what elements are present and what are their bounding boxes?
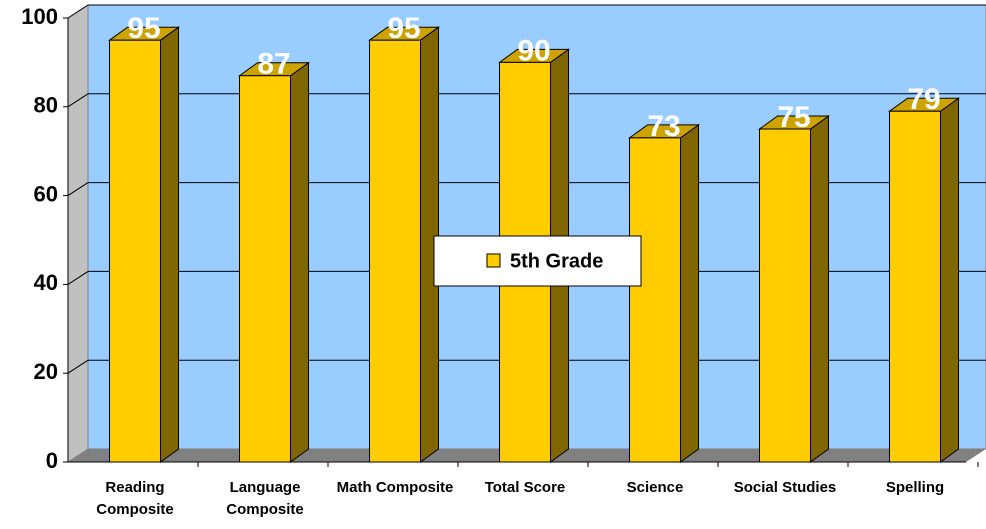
- bar: [239, 75, 291, 463]
- bar-side: [680, 123, 699, 463]
- bar: [369, 39, 421, 463]
- y-tick-label: 80: [34, 93, 58, 118]
- x-tick-label: Social Studies: [733, 479, 837, 496]
- x-tick-label: Math Composite: [336, 479, 454, 496]
- value-label: 90: [517, 34, 550, 67]
- grid-line: [67, 270, 89, 285]
- value-label: 95: [127, 12, 160, 45]
- value-label: 75: [777, 101, 810, 134]
- y-tick-label: 0: [46, 448, 58, 473]
- legend-label: 5th Grade: [510, 250, 603, 272]
- bar-side: [160, 26, 179, 463]
- bar-side: [290, 61, 309, 463]
- value-label: 73: [647, 110, 680, 143]
- y-tick-label: 20: [34, 359, 58, 384]
- value-label: 79: [907, 83, 940, 116]
- x-tick-label: Reading Composite: [96, 479, 174, 518]
- grid-line: [67, 182, 89, 197]
- bar: [109, 39, 161, 463]
- grid-line: [67, 359, 89, 374]
- value-label: 95: [387, 12, 420, 45]
- bar-side: [810, 115, 829, 463]
- grid-line: [67, 93, 89, 108]
- x-tick-label: Spelling: [885, 479, 945, 496]
- side-wall: [67, 4, 89, 463]
- bar: [759, 128, 811, 463]
- x-tick-label: Science: [626, 479, 684, 496]
- grid-line: [67, 4, 89, 19]
- y-tick-label: 60: [34, 181, 58, 206]
- y-tick-label: 100: [21, 4, 58, 29]
- value-label: 87: [257, 48, 290, 81]
- bar: [889, 110, 941, 463]
- x-tick-label: Language Composite: [226, 479, 304, 518]
- bar: [629, 137, 681, 463]
- y-tick-label: 40: [34, 270, 58, 295]
- legend-swatch: [486, 253, 501, 268]
- x-tick-label: Total Score: [484, 479, 566, 496]
- bar-side: [940, 97, 959, 463]
- legend: [433, 235, 642, 287]
